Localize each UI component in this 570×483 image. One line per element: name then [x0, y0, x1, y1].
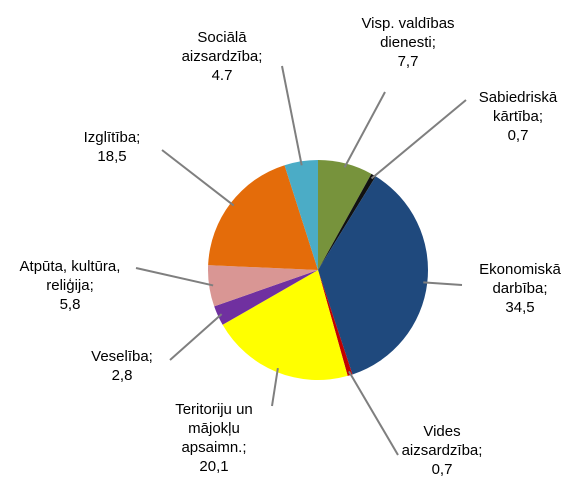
value-label: 18,5	[97, 148, 127, 165]
data-label: Izglītība; 18,5	[62, 128, 162, 166]
pie-slice	[284, 160, 318, 270]
data-label: Veselība; 2,8	[72, 347, 172, 385]
category-label: Veselība;	[91, 348, 153, 365]
leader-line	[169, 313, 223, 361]
leader-line	[161, 149, 235, 207]
pie-slice	[208, 165, 318, 270]
data-label: Teritoriju un mājokļu apsaimn.; 20,1	[162, 400, 267, 476]
pie-slice	[318, 173, 376, 270]
leader-line	[370, 99, 467, 180]
data-label: Sociālā aizsardzība; 4.7	[167, 28, 277, 85]
value-label: 0,7	[431, 461, 453, 478]
value-label: 7,7	[397, 53, 419, 70]
pie-slice	[318, 160, 372, 270]
data-label: Visp. valdības dienesti; 7,7	[348, 14, 468, 71]
leader-line	[348, 370, 399, 456]
leader-line	[281, 65, 303, 166]
pie-slice	[318, 176, 428, 375]
data-label: Atpūta, kultūra, reliģija; 5,8	[0, 257, 140, 314]
category-label: Vides aizsardzība;	[401, 423, 483, 459]
pie-slice	[222, 270, 348, 380]
category-label: Teritoriju un mājokļu apsaimn.;	[175, 401, 253, 456]
category-label: Izglītība;	[83, 129, 141, 146]
category-label: Visp. valdības dienesti;	[361, 15, 455, 51]
pie-slice	[208, 265, 318, 307]
leader-line	[423, 281, 463, 286]
category-label: Ekonomiskā darbība;	[479, 261, 561, 297]
value-label: 5,8	[59, 296, 81, 313]
value-label: 0,7	[507, 127, 529, 144]
value-label: 2,8	[111, 367, 133, 384]
category-label: Atpūta, kultūra, reliģija;	[19, 258, 121, 294]
pie-slice	[214, 270, 318, 325]
category-label: Sabiedriskā kārtība;	[478, 89, 558, 125]
data-label: Ekonomiskā darbība; 34,5	[470, 260, 570, 317]
category-label: Sociālā aizsardzība;	[181, 29, 263, 65]
value-label: 34,5	[505, 299, 535, 316]
pie-slice	[318, 270, 353, 376]
leader-line	[135, 267, 214, 287]
data-label: Vides aizsardzība; 0,7	[390, 422, 495, 479]
value-label: 20,1	[199, 458, 229, 475]
leader-line	[343, 91, 386, 168]
data-label: Sabiedriskā kārtība; 0,7	[468, 88, 568, 145]
value-label: 4.7	[211, 67, 233, 84]
leader-line	[271, 367, 279, 407]
